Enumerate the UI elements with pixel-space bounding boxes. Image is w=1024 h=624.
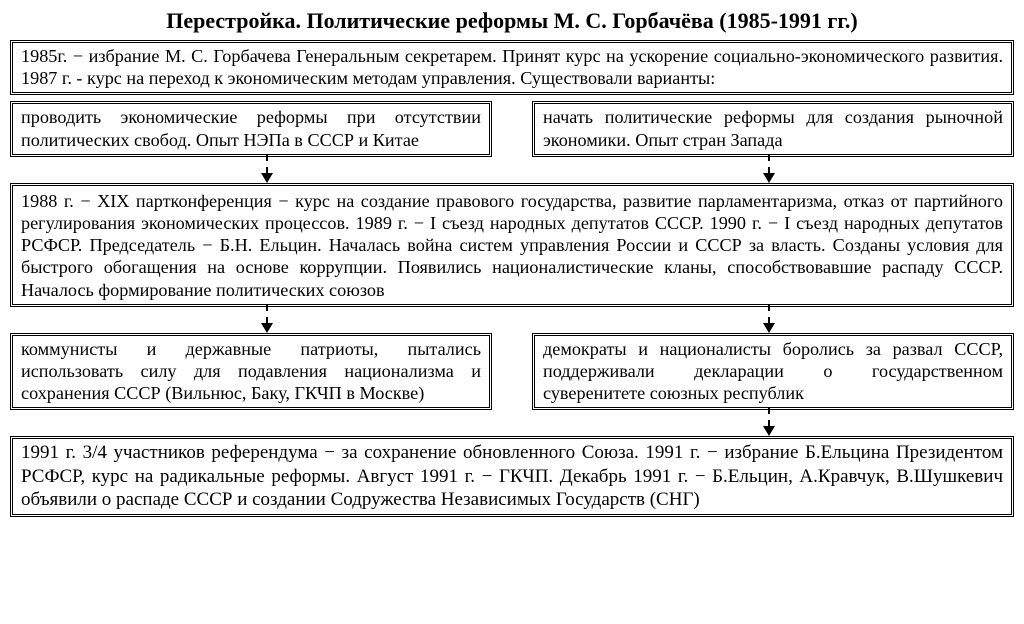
- box-option-left: проводить экономические реформы при отсу…: [10, 101, 492, 156]
- box-force-left: коммунисты и державные патриоты, пыталис…: [10, 333, 492, 411]
- box-final: 1991 г. 3/4 участников референдума − за …: [10, 436, 1014, 517]
- arrow-row-2: [10, 307, 1014, 333]
- arrow-down-icon: [261, 305, 273, 333]
- arrow-row-3: [10, 410, 1014, 436]
- arrow-down-icon: [261, 155, 273, 183]
- arrow-down-icon: [763, 155, 775, 183]
- box-force-right: демократы и националисты боролись за раз…: [532, 333, 1014, 411]
- arrow-row-1: [10, 157, 1014, 183]
- arrow-down-icon: [763, 408, 775, 436]
- page-title: Перестройка. Политические реформы М. С. …: [10, 8, 1014, 34]
- box-option-right: начать политические реформы для создания…: [532, 101, 1014, 156]
- arrow-down-icon: [763, 305, 775, 333]
- box-intro: 1985г. − избрание М. С. Горбачева Генера…: [10, 40, 1014, 95]
- box-middle: 1988 г. − XIX партконференция − курс на …: [10, 183, 1014, 307]
